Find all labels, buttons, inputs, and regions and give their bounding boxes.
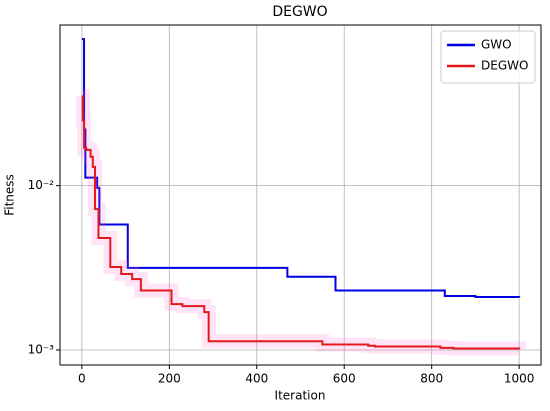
legend-label: GWO xyxy=(481,38,512,52)
chart-title: DEGWO xyxy=(272,4,327,20)
x-tick-label: 800 xyxy=(420,372,443,386)
x-tick-label: 600 xyxy=(333,372,356,386)
y-tick-label: 10⁻³ xyxy=(28,342,55,356)
legend-label: DEGWO xyxy=(481,59,528,73)
line xyxy=(81,38,521,299)
x-tick-label: 200 xyxy=(158,372,181,386)
x-axis-label: Iteration xyxy=(275,389,326,403)
y-tick-label: 10⁻² xyxy=(28,178,55,192)
line xyxy=(81,95,521,350)
x-tick-label: 1000 xyxy=(504,372,535,386)
band xyxy=(75,89,527,356)
plot-frame xyxy=(59,24,542,366)
x-tick-label: 0 xyxy=(78,372,86,386)
x-tick-label: 400 xyxy=(245,372,268,386)
y-axis-label: Fitness xyxy=(3,174,17,216)
